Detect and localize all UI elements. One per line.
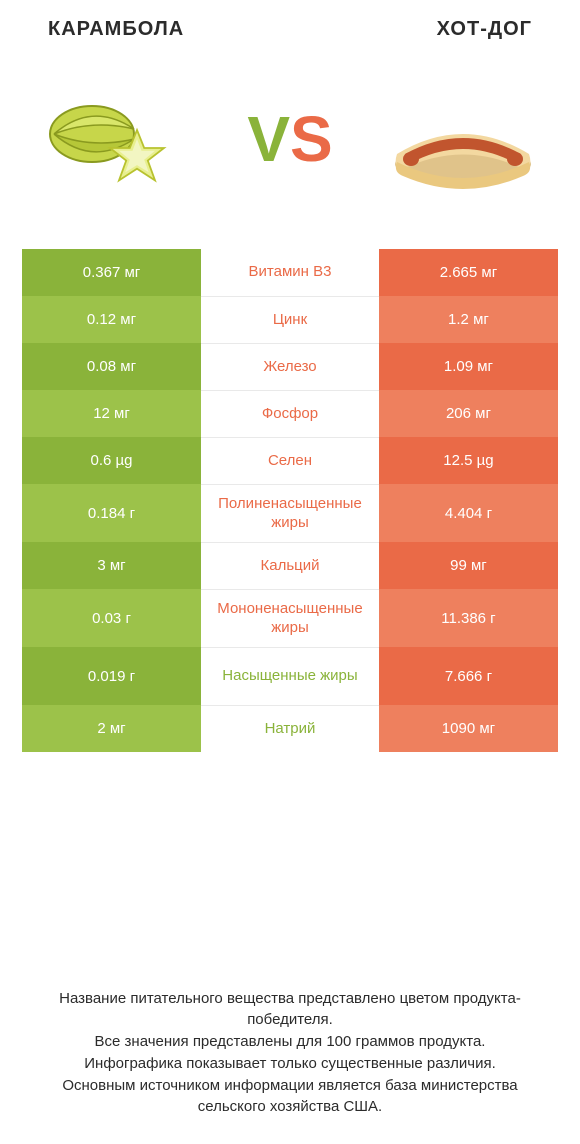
footnote-line: Основным источником информации является … [34,1075,546,1119]
nutrient-label: Витамин B3 [201,249,379,296]
footnote: Название питательного вещества представл… [22,958,558,1135]
title-row: КАРАМБОЛА ХОТ-ДОГ [22,18,558,41]
table-row: 0.184 гПолиненасыщенные жиры4.404 г [22,484,558,542]
nutrient-label: Фосфор [201,390,379,437]
hotdog-image [378,69,548,209]
value-left: 12 мг [22,390,201,437]
nutrient-label: Мононенасыщенные жиры [201,589,379,647]
value-right: 1.2 мг [379,296,558,343]
table-row: 0.367 мгВитамин B32.665 мг [22,249,558,296]
value-right: 206 мг [379,390,558,437]
footnote-line: Инфографика показывает только существенн… [34,1053,546,1075]
value-left: 0.12 мг [22,296,201,343]
nutrient-label: Железо [201,343,379,390]
value-right: 1090 мг [379,705,558,752]
comparison-table: 0.367 мгВитамин B32.665 мг0.12 мгЦинк1.2… [22,249,558,752]
table-row: 0.08 мгЖелезо1.09 мг [22,343,558,390]
vs-v: V [247,107,290,171]
table-row: 2 мгНатрий1090 мг [22,705,558,752]
title-left: КАРАМБОЛА [48,18,184,41]
value-right: 1.09 мг [379,343,558,390]
value-left: 2 мг [22,705,201,752]
hero-row: V S [22,59,558,219]
value-left: 0.019 г [22,647,201,705]
carambola-image [32,69,202,209]
footnote-line: Название питательного вещества представл… [34,988,546,1032]
table-row: 12 мгФосфор206 мг [22,390,558,437]
nutrient-label: Селен [201,437,379,484]
value-right: 7.666 г [379,647,558,705]
nutrient-label: Кальций [201,542,379,589]
value-right: 12.5 µg [379,437,558,484]
table-row: 0.6 µgСелен12.5 µg [22,437,558,484]
vs-label: V S [247,107,332,171]
value-right: 99 мг [379,542,558,589]
nutrient-label: Полиненасыщенные жиры [201,484,379,542]
value-right: 4.404 г [379,484,558,542]
table-row: 0.019 гНасыщенные жиры7.666 г [22,647,558,705]
nutrient-label: Цинк [201,296,379,343]
value-left: 0.6 µg [22,437,201,484]
value-right: 11.386 г [379,589,558,647]
title-right: ХОТ-ДОГ [437,18,532,41]
table-row: 0.12 мгЦинк1.2 мг [22,296,558,343]
table-row: 3 мгКальций99 мг [22,542,558,589]
value-left: 0.184 г [22,484,201,542]
nutrient-label: Натрий [201,705,379,752]
value-left: 0.03 г [22,589,201,647]
footnote-line: Все значения представлены для 100 граммо… [34,1031,546,1053]
table-row: 0.03 гМононенасыщенные жиры11.386 г [22,589,558,647]
value-left: 0.08 мг [22,343,201,390]
value-left: 3 мг [22,542,201,589]
value-left: 0.367 мг [22,249,201,296]
nutrient-label: Насыщенные жиры [201,647,379,705]
vs-s: S [290,107,333,171]
value-right: 2.665 мг [379,249,558,296]
